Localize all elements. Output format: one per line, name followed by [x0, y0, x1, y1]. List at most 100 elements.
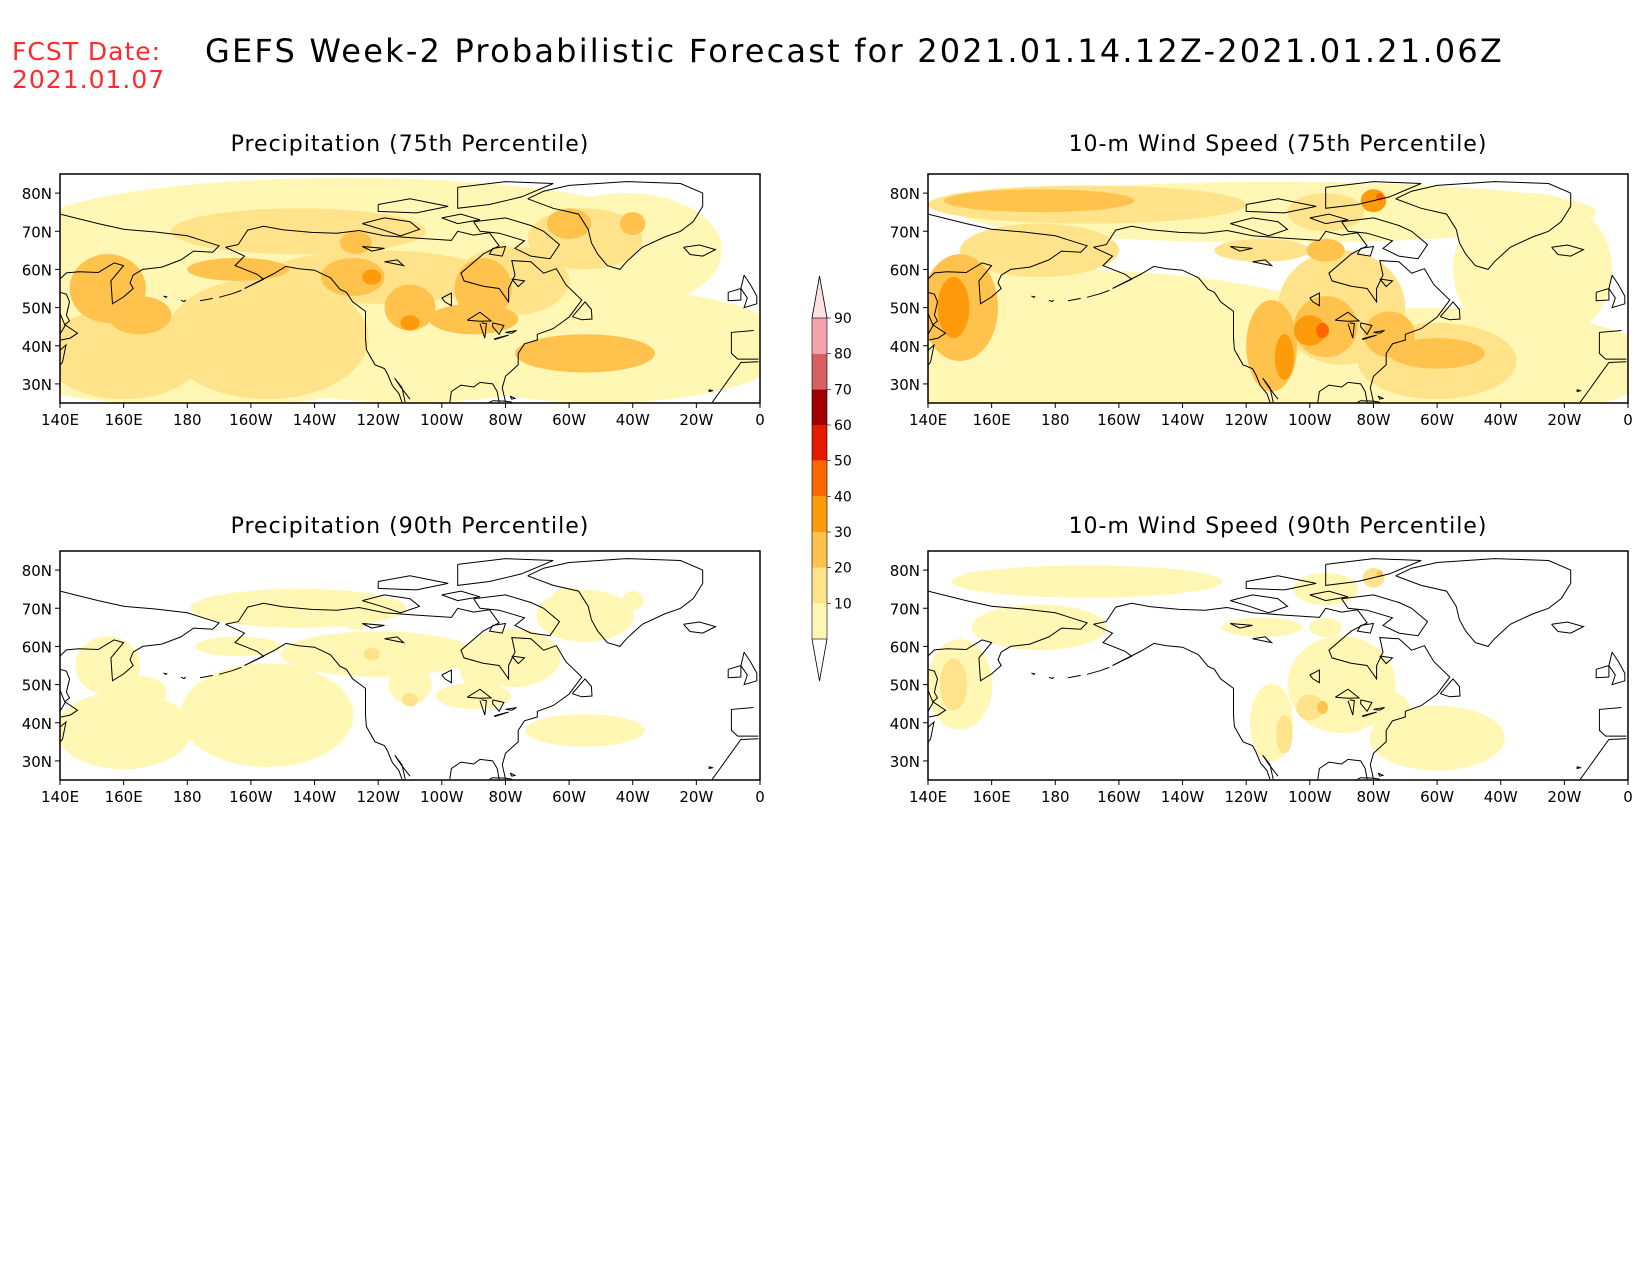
- page-title: GEFS Week-2 Probabilistic Forecast for 2…: [205, 32, 1505, 70]
- shaded-region: [363, 647, 380, 661]
- coastline: [1356, 245, 1375, 257]
- shaded-region: [1316, 322, 1329, 339]
- colorbar-label: 60: [834, 418, 852, 434]
- map-field: [60, 174, 760, 403]
- coastline: [1317, 381, 1368, 403]
- lat-tick-label: 80N: [890, 185, 920, 203]
- coastline: [505, 330, 517, 334]
- shaded-region: [1276, 714, 1293, 754]
- shaded-region: [971, 604, 1107, 651]
- coastline: [1335, 311, 1361, 322]
- lon-tick-label: 40W: [1484, 411, 1518, 429]
- coastline: [1395, 181, 1572, 270]
- shaded-region: [107, 296, 172, 335]
- lon-tick-label: 40W: [616, 788, 650, 806]
- coastline: [60, 720, 67, 743]
- coastline: [199, 297, 213, 302]
- lon-tick-label: 20W: [1547, 411, 1581, 429]
- shaded-region: [1296, 694, 1324, 721]
- lon-tick-label: 180: [1041, 788, 1070, 806]
- coastline: [449, 381, 500, 403]
- shaded-region: [429, 303, 519, 335]
- colorbar-bottom-arrow: [811, 638, 828, 682]
- lon-tick-label: 60W: [552, 788, 586, 806]
- coastline: [1067, 297, 1081, 302]
- coastline: [1317, 758, 1368, 780]
- shaded-region: [621, 590, 644, 611]
- shaded-region: [1396, 717, 1478, 744]
- shaded-region: [939, 658, 967, 711]
- colorbar-swatch: [812, 389, 827, 425]
- colorbar-top-arrow: [811, 275, 828, 319]
- coastline: [928, 668, 939, 703]
- coastline: [1067, 674, 1081, 679]
- coastline: [60, 590, 221, 682]
- fcst-date-caption: FCST Date:: [12, 37, 162, 66]
- shaded-region: [1317, 700, 1328, 714]
- coastline: [1608, 651, 1626, 686]
- fcst-date-value: 2021.01.07: [12, 65, 166, 94]
- coastline: [488, 622, 507, 634]
- coastline: [1439, 678, 1461, 698]
- lon-tick-label: 140W: [1161, 788, 1205, 806]
- lat-tick-label: 40N: [890, 715, 920, 733]
- coastline: [473, 217, 561, 260]
- coastline: [494, 711, 509, 718]
- coastline: [489, 777, 512, 780]
- colorbar-label: 30: [834, 525, 852, 541]
- coastline: [441, 669, 452, 684]
- colorbar-label: 80: [834, 347, 852, 363]
- coastline: [571, 301, 593, 321]
- lon-tick-label: 0: [1623, 411, 1633, 429]
- coastline: [362, 623, 385, 629]
- coastline: [467, 311, 493, 322]
- lon-tick-label: 0: [755, 788, 765, 806]
- shaded-region: [362, 269, 382, 285]
- coastline: [1347, 322, 1355, 339]
- lon-tick-label: 140W: [293, 411, 337, 429]
- lat-tick-label: 50N: [890, 300, 920, 318]
- panel-title-wind-75: 10-m Wind Speed (75th Percentile): [1068, 132, 1488, 157]
- lon-tick-label: 20W: [1547, 788, 1581, 806]
- coastline: [928, 213, 1089, 305]
- coastline: [494, 334, 509, 341]
- coastline: [1341, 594, 1429, 637]
- coastline: [1373, 330, 1385, 334]
- lat-tick-label: 70N: [890, 223, 920, 241]
- lat-tick-label: 70N: [890, 600, 920, 618]
- shaded-region: [342, 609, 370, 630]
- coastline: [362, 246, 385, 252]
- coastline: [180, 299, 187, 303]
- lon-tick-label: 140E: [909, 411, 947, 429]
- colorbar-frame: [811, 317, 828, 640]
- lat-tick-label: 60N: [890, 261, 920, 279]
- coastline: [571, 678, 593, 698]
- coastline: [1325, 181, 1422, 209]
- shaded-region: [525, 714, 645, 747]
- lat-tick-label: 30N: [890, 376, 920, 394]
- coastline: [1031, 672, 1037, 676]
- coastline: [1362, 711, 1377, 718]
- lon-tick-label: 20W: [679, 411, 713, 429]
- coastline: [1230, 246, 1253, 252]
- coastline: [1230, 217, 1289, 237]
- colorbar-swatch: [812, 603, 827, 639]
- shaded-region: [1274, 334, 1294, 381]
- shaded-region: [515, 334, 655, 373]
- lat-tick-label: 70N: [22, 223, 52, 241]
- lat-tick-label: 60N: [22, 638, 52, 656]
- coastline: [1357, 777, 1380, 780]
- coastline: [1356, 622, 1375, 634]
- coastline: [60, 324, 79, 341]
- shaded-region: [388, 665, 432, 705]
- coastline: [441, 213, 481, 225]
- coastline: [473, 594, 561, 637]
- lon-tick-label: 0: [1623, 788, 1633, 806]
- lon-tick-label: 160W: [1097, 788, 1141, 806]
- lon-tick-label: 160E: [105, 411, 143, 429]
- shaded-region: [320, 257, 385, 297]
- colorbar-label: 10: [834, 596, 852, 612]
- panel-title-wind-90: 10-m Wind Speed (90th Percentile): [1068, 514, 1488, 539]
- shaded-region: [1367, 691, 1411, 731]
- coastline: [60, 668, 71, 703]
